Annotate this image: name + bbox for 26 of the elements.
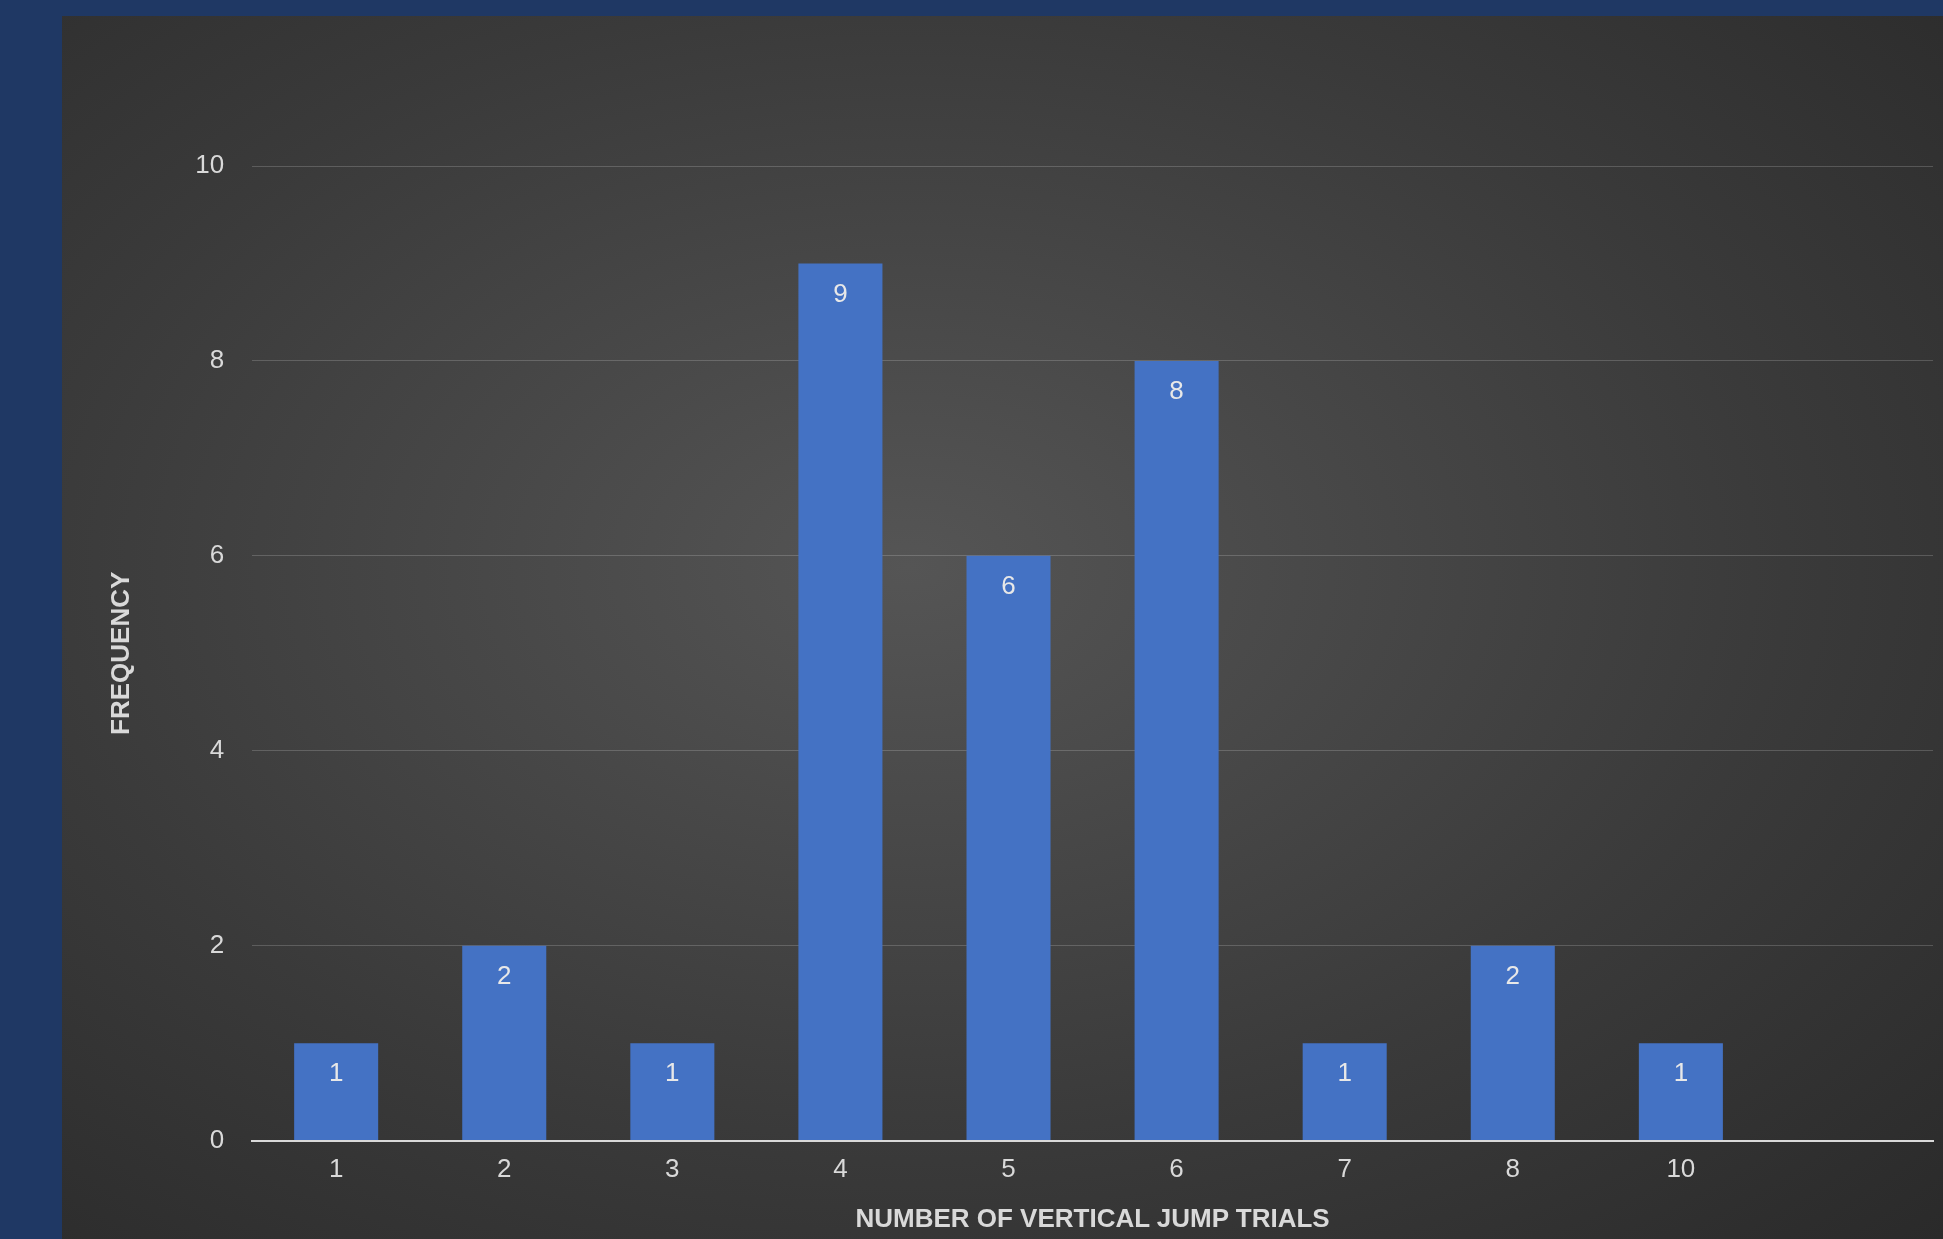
x-tick-label: 1 (328, 1153, 344, 1184)
data-label: 9 (833, 277, 848, 308)
x-tick-label: 3 (665, 1153, 680, 1184)
data-label: 1 (665, 1057, 680, 1088)
y-tick-label: 4 (209, 733, 225, 764)
y-tick-label: 6 (209, 539, 225, 570)
x-tick-label: 7 (1337, 1153, 1352, 1184)
y-tick-label: 0 (209, 1123, 225, 1154)
data-label: 2 (1505, 959, 1521, 990)
data-label: 2 (497, 959, 512, 990)
x-tick-label: 4 (833, 1153, 848, 1184)
x-tick-label: 2 (497, 1153, 512, 1184)
x-tick-label: 5 (1001, 1153, 1016, 1184)
y-tick-label: 10 (195, 149, 225, 180)
x-axis-title: NUMBER OF VERTICAL JUMP TRIALS (855, 1202, 1330, 1233)
data-label: 1 (1337, 1057, 1352, 1088)
x-tick-label: 8 (1505, 1153, 1521, 1184)
y-tick-label: 8 (209, 344, 225, 375)
x-tick-label: 10 (1666, 1153, 1696, 1184)
data-label: 1 (328, 1057, 344, 1088)
x-tick-label: 6 (1169, 1153, 1184, 1184)
y-tick-label: 2 (209, 928, 225, 959)
data-label: 8 (1169, 375, 1184, 406)
data-label: 1 (1673, 1057, 1689, 1088)
data-label: 6 (1001, 570, 1016, 601)
y-axis-title: FREQUENCY (104, 571, 135, 735)
